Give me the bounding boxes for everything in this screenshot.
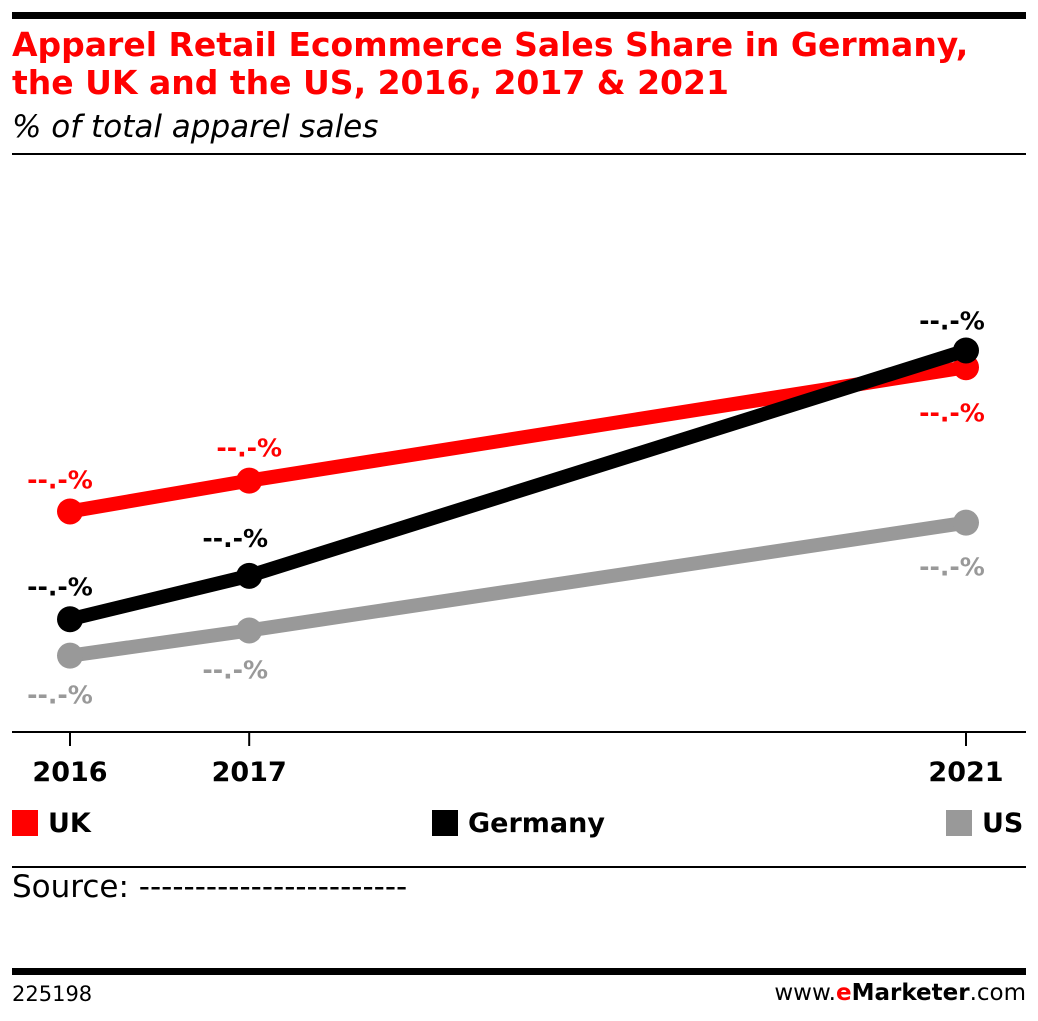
chart-title-line-2: the UK and the US, 2016, 2017 & 2021 xyxy=(12,63,729,102)
data-point-uk-2016 xyxy=(57,498,83,525)
legend-label-uk: UK xyxy=(48,807,91,839)
x-tick-label-2017: 2017 xyxy=(212,757,287,788)
data-point-uk-2017 xyxy=(236,467,263,494)
data-label-germany-2016: --.-% xyxy=(27,572,93,601)
brand-url: www.eMarketer.com xyxy=(774,980,1026,1006)
data-label-germany-2021: --.-% xyxy=(919,306,985,335)
data-label-uk-2017: --.-% xyxy=(216,434,282,463)
data-label-us-2021: --.-% xyxy=(919,553,985,582)
data-point-us-2021 xyxy=(953,509,979,536)
data-label-germany-2017: --.-% xyxy=(202,524,268,553)
chart-title: Apparel Retail Ecommerce Sales Share in … xyxy=(12,26,1022,102)
legend-swatch-us xyxy=(946,810,972,836)
source-divider xyxy=(12,866,1026,868)
legend-swatch-uk xyxy=(12,810,38,836)
top-rule xyxy=(12,12,1026,19)
legend-item-uk: UK xyxy=(12,806,91,840)
legend-item-us: US xyxy=(946,806,1023,840)
footer-rule xyxy=(12,968,1026,975)
data-point-germany-2021 xyxy=(953,337,979,364)
header-divider xyxy=(12,153,1026,155)
source-note: Source: ------------------------ xyxy=(12,869,408,905)
data-label-layer: --.-% --.-% --.-% --.-% --.-% --.-% --.-% --.-%… xyxy=(27,306,985,709)
brand-e: e xyxy=(835,980,852,1006)
data-label-us-2016: --.-% xyxy=(27,681,93,710)
data-point-germany-2017 xyxy=(236,562,263,589)
chart-id: 225198 xyxy=(12,982,93,1006)
data-point-us-2017 xyxy=(236,617,263,644)
data-point-germany-2016 xyxy=(57,606,83,633)
x-tick-label-2021: 2021 xyxy=(928,757,1003,788)
brand-prefix: www. xyxy=(774,980,836,1006)
chart-subtitle: % of total apparel sales xyxy=(12,109,379,145)
data-label-us-2017: --.-% xyxy=(202,655,268,684)
data-point-us-2016 xyxy=(57,642,83,669)
brand-suffix: .com xyxy=(969,980,1026,1006)
data-label-uk-2021: --.-% xyxy=(919,398,985,427)
x-tick-label-2016: 2016 xyxy=(32,757,107,788)
x-axis: 2016 2017 2021 xyxy=(12,731,1026,788)
legend-label-us: US xyxy=(982,807,1024,839)
data-label-uk-2016: --.-% xyxy=(27,465,93,494)
brand-name: Marketer xyxy=(851,980,970,1006)
chart-title-line-1: Apparel Retail Ecommerce Sales Share in … xyxy=(12,25,969,64)
series-layer xyxy=(57,337,979,669)
legend-item-germany: Germany xyxy=(432,806,605,840)
legend-label-germany: Germany xyxy=(468,807,605,839)
legend-swatch-germany xyxy=(432,810,458,836)
